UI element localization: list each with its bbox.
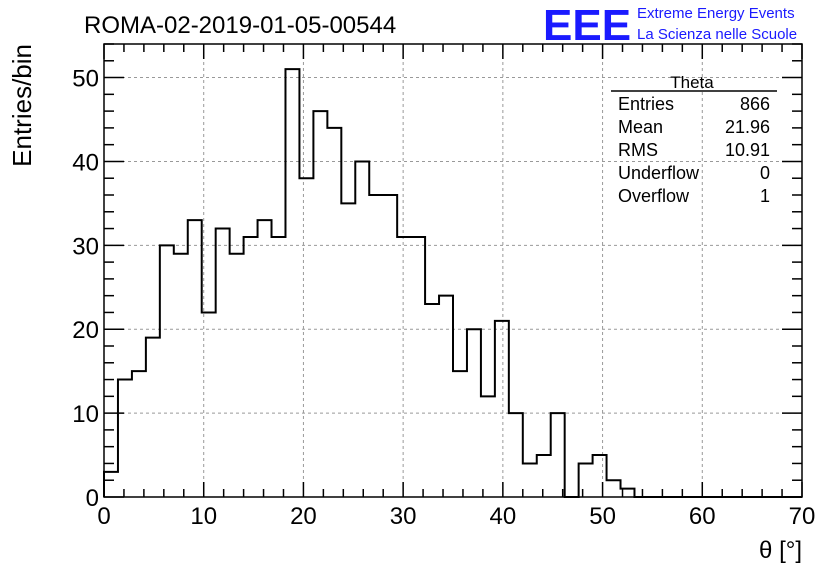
eee-logo-mark: EEE xyxy=(543,1,631,50)
x-tick-label: 70 xyxy=(789,503,816,530)
x-tick-label: 10 xyxy=(190,503,217,530)
x-tick-label: 0 xyxy=(97,503,110,530)
x-axis-label: θ [°] xyxy=(759,537,802,564)
histogram-outline xyxy=(103,68,802,498)
stats-box: Theta Entries 866 Mean 21.96 RMS 10.91 Underfl… xyxy=(611,73,777,206)
y-tick-label: 20 xyxy=(72,317,99,344)
stats-row-label: Mean xyxy=(618,117,663,137)
stats-rows: Entries 866 Mean 21.96 RMS 10.91 Underflow 0 Ove… xyxy=(618,94,770,206)
stats-row-value: 10.91 xyxy=(725,140,770,160)
stats-row-label: Entries xyxy=(618,94,674,114)
stats-row-value: 866 xyxy=(740,94,770,114)
x-tick-label: 50 xyxy=(589,503,616,530)
stats-row-value: 21.96 xyxy=(725,117,770,137)
y-tick-label: 10 xyxy=(72,401,99,428)
y-tick-labels: 0 10 20 30 40 50 xyxy=(72,66,99,512)
eee-logo-line1: Extreme Energy Events xyxy=(637,5,795,22)
stats-title: Theta xyxy=(670,73,714,92)
y-tick-label: 40 xyxy=(72,149,99,176)
chart-title: ROMA-02-2019-01-05-00544 xyxy=(84,12,396,39)
stats-row-label: Underflow xyxy=(618,163,700,183)
stats-row-label: RMS xyxy=(618,140,658,160)
x-tick-label: 20 xyxy=(290,503,317,530)
stats-row-label: Overflow xyxy=(618,186,690,206)
eee-logo: EEE Extreme Energy Events La Scienza nel… xyxy=(543,1,797,50)
grid-lines xyxy=(104,44,802,497)
axes xyxy=(103,43,803,498)
y-tick-label: 50 xyxy=(72,66,99,93)
x-tick-label: 30 xyxy=(390,503,417,530)
eee-logo-line2: La Scienza nelle Scuole xyxy=(637,26,797,43)
stats-row-value: 1 xyxy=(760,186,770,206)
x-tick-labels: 0 10 20 30 40 50 60 70 xyxy=(97,503,815,530)
stats-row-value: 0 xyxy=(760,163,770,183)
y-tick-label: 30 xyxy=(72,233,99,260)
x-tick-label: 40 xyxy=(490,503,517,530)
histogram-bins xyxy=(103,68,802,498)
y-axis-label: Entries/bin xyxy=(7,44,37,167)
plot-frame xyxy=(103,43,803,498)
y-tick-label: 0 xyxy=(86,485,99,512)
x-tick-label: 60 xyxy=(689,503,716,530)
